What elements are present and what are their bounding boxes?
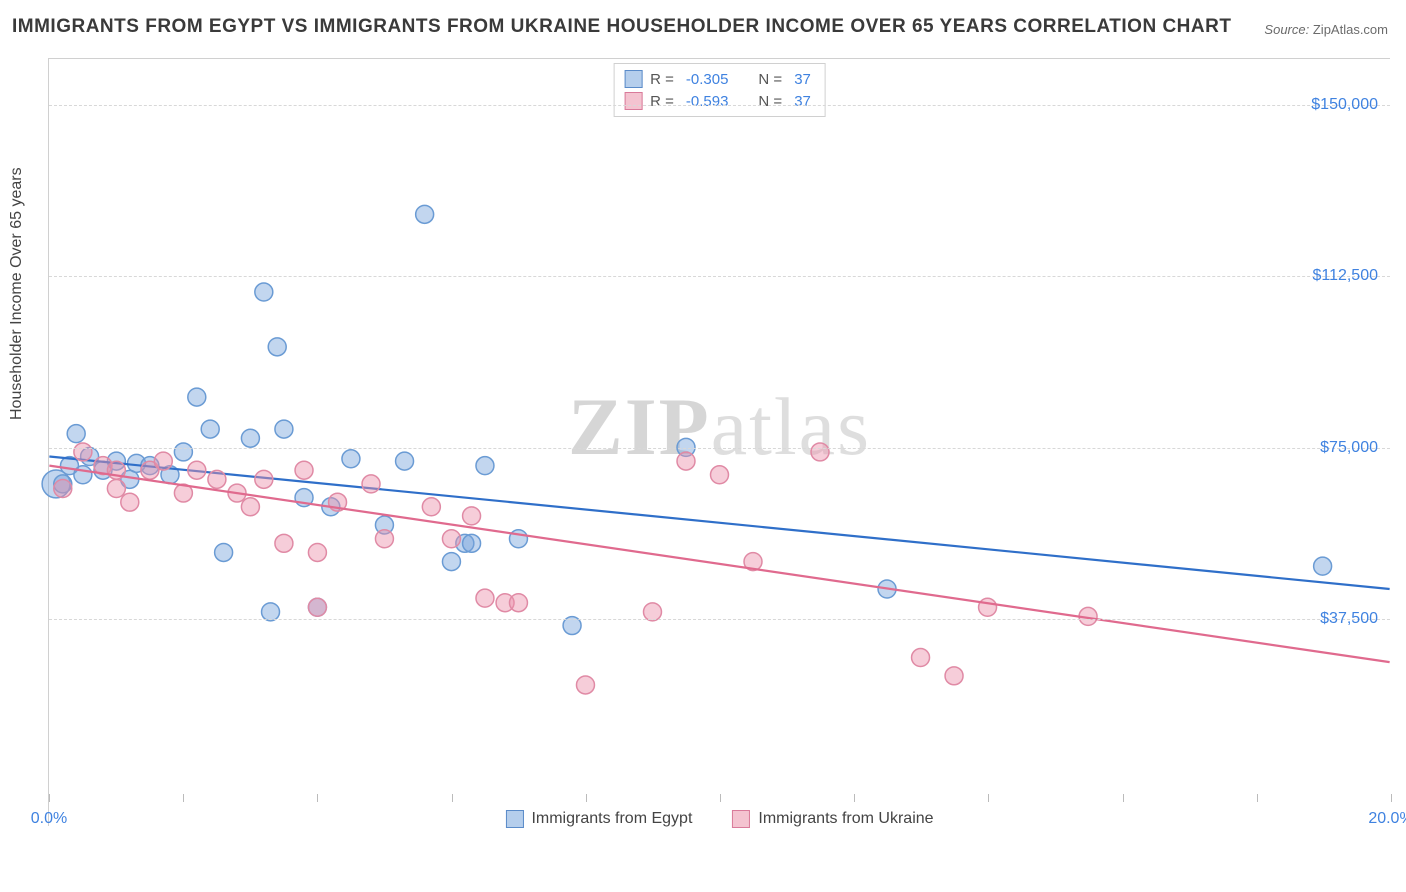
trend-line bbox=[49, 466, 1389, 662]
x-tick bbox=[1257, 794, 1258, 802]
data-point bbox=[476, 457, 494, 475]
data-point bbox=[1314, 557, 1332, 575]
series-name-egypt: Immigrants from Egypt bbox=[531, 810, 692, 828]
data-point bbox=[188, 388, 206, 406]
x-tick bbox=[854, 794, 855, 802]
data-point bbox=[121, 493, 139, 511]
data-point bbox=[201, 420, 219, 438]
scatter-svg bbox=[49, 59, 1390, 826]
x-tick-label: 20.0% bbox=[1368, 810, 1406, 828]
data-point bbox=[107, 480, 125, 498]
legend-row-ukraine: R = -0.593 N = 37 bbox=[624, 90, 815, 112]
x-tick bbox=[183, 794, 184, 802]
data-point bbox=[576, 676, 594, 694]
y-tick-label: $150,000 bbox=[1311, 96, 1378, 114]
r-value-egypt: -0.305 bbox=[682, 71, 733, 88]
gridline bbox=[49, 448, 1390, 449]
x-tick bbox=[452, 794, 453, 802]
data-point bbox=[912, 649, 930, 667]
n-label: N = bbox=[758, 93, 782, 110]
data-point bbox=[811, 443, 829, 461]
data-point bbox=[396, 452, 414, 470]
data-point bbox=[268, 338, 286, 356]
data-point bbox=[188, 461, 206, 479]
gridline bbox=[49, 276, 1390, 277]
data-point bbox=[74, 466, 92, 484]
legend-item-egypt: Immigrants from Egypt bbox=[505, 810, 692, 828]
data-point bbox=[308, 598, 326, 616]
swatch-pink-icon bbox=[732, 810, 750, 828]
n-label: N = bbox=[758, 71, 782, 88]
chart-plot-area: ZIPatlas R = -0.305 N = 37 R = -0.593 N … bbox=[48, 58, 1390, 826]
data-point bbox=[442, 530, 460, 548]
gridline bbox=[49, 105, 1390, 106]
data-point bbox=[308, 543, 326, 561]
data-point bbox=[54, 480, 72, 498]
r-label: R = bbox=[650, 71, 674, 88]
y-tick-label: $37,500 bbox=[1320, 610, 1378, 628]
series-name-ukraine: Immigrants from Ukraine bbox=[758, 810, 933, 828]
gridline bbox=[49, 619, 1390, 620]
data-point bbox=[375, 530, 393, 548]
data-point bbox=[215, 543, 233, 561]
source-label: Source: bbox=[1264, 22, 1309, 37]
data-point bbox=[422, 498, 440, 516]
data-point bbox=[416, 205, 434, 223]
x-tick bbox=[49, 794, 50, 802]
y-axis-label: Householder Income Over 65 years bbox=[8, 167, 26, 420]
correlation-legend: R = -0.305 N = 37 R = -0.593 N = 37 bbox=[613, 63, 826, 117]
y-tick-label: $112,500 bbox=[1312, 267, 1378, 285]
source-attribution: Source: ZipAtlas.com bbox=[1264, 22, 1388, 37]
data-point bbox=[241, 498, 259, 516]
data-point bbox=[241, 429, 259, 447]
data-point bbox=[67, 425, 85, 443]
x-tick bbox=[1391, 794, 1392, 802]
data-point bbox=[174, 443, 192, 461]
data-point bbox=[154, 452, 172, 470]
x-tick bbox=[317, 794, 318, 802]
data-point bbox=[643, 603, 661, 621]
swatch-blue-icon bbox=[505, 810, 523, 828]
data-point bbox=[677, 452, 695, 470]
data-point bbox=[208, 470, 226, 488]
data-point bbox=[442, 553, 460, 571]
legend-row-egypt: R = -0.305 N = 37 bbox=[624, 68, 815, 90]
data-point bbox=[262, 603, 280, 621]
chart-title: IMMIGRANTS FROM EGYPT VS IMMIGRANTS FROM… bbox=[12, 16, 1231, 38]
legend-item-ukraine: Immigrants from Ukraine bbox=[732, 810, 933, 828]
r-label: R = bbox=[650, 93, 674, 110]
source-value: ZipAtlas.com bbox=[1313, 22, 1388, 37]
data-point bbox=[463, 534, 481, 552]
swatch-pink-icon bbox=[624, 92, 642, 110]
data-point bbox=[945, 667, 963, 685]
x-tick bbox=[988, 794, 989, 802]
data-point bbox=[275, 420, 293, 438]
data-point bbox=[979, 598, 997, 616]
data-point bbox=[711, 466, 729, 484]
r-value-ukraine: -0.593 bbox=[682, 93, 733, 110]
n-value-egypt: 37 bbox=[790, 71, 815, 88]
data-point bbox=[255, 283, 273, 301]
data-point bbox=[509, 594, 527, 612]
n-value-ukraine: 37 bbox=[790, 93, 815, 110]
y-tick-label: $75,000 bbox=[1320, 439, 1378, 457]
data-point bbox=[362, 475, 380, 493]
data-point bbox=[255, 470, 273, 488]
series-legend: Immigrants from Egypt Immigrants from Uk… bbox=[505, 810, 933, 828]
swatch-blue-icon bbox=[624, 70, 642, 88]
data-point bbox=[463, 507, 481, 525]
x-tick-label: 0.0% bbox=[31, 810, 67, 828]
data-point bbox=[476, 589, 494, 607]
x-tick bbox=[720, 794, 721, 802]
x-tick bbox=[586, 794, 587, 802]
data-point bbox=[275, 534, 293, 552]
x-tick bbox=[1123, 794, 1124, 802]
data-point bbox=[342, 450, 360, 468]
data-point bbox=[74, 443, 92, 461]
data-point bbox=[295, 461, 313, 479]
